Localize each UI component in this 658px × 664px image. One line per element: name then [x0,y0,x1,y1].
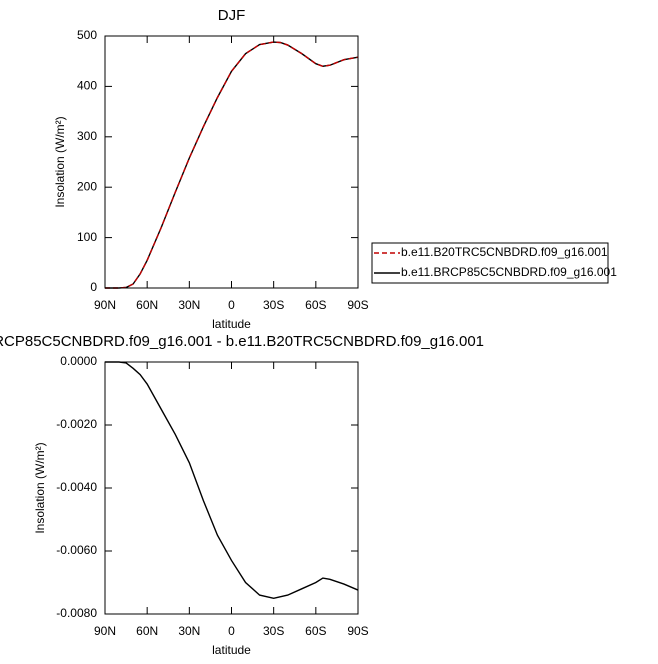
data-line [105,41,359,289]
y-axis-label: Insolation (W/m²) [33,442,47,533]
plot-frame [104,35,359,289]
x-tick-label: 30N [178,624,200,638]
x-tick-label: 30S [263,298,284,312]
y-axis-label: Insolation (W/m²) [53,116,67,207]
x-tick-label: 90S [347,624,368,638]
y-tick-label: -0.0040 [56,480,97,494]
x-tick-label: 60S [305,298,326,312]
chart-title: DJF [218,7,246,24]
x-axis-label: latitude [212,317,251,331]
x-tick-label: 60S [305,624,326,638]
x-axis-label: latitude [212,643,251,657]
x-tick-label: 90N [94,624,116,638]
data-line [105,41,359,289]
y-tick-label: 500 [77,28,97,42]
legend-box [371,242,609,284]
x-tick-label: 0 [228,624,235,638]
y-tick-label: 200 [77,179,97,193]
y-tick-label: 400 [77,79,97,93]
legend-label: b.e11.BRCP85C5CNBDRD.f09_g16.001 [401,265,617,279]
x-tick-label: 30S [263,624,284,638]
y-tick-label: 300 [77,129,97,143]
legend-label: b.e11.B20TRC5CNBDRD.f09_g16.001 [401,245,608,259]
data-line [105,361,359,599]
y-tick-label: 100 [77,230,97,244]
y-tick-label: 0.0000 [60,354,97,368]
x-tick-label: 60N [136,624,158,638]
x-tick-label: 90N [94,298,116,312]
plot-frame [104,361,359,615]
chart-title: .BRCP85C5CNBDRD.f09_g16.001 - b.e11.B20T… [0,333,484,350]
y-tick-label: -0.0080 [56,606,97,620]
y-tick-label: 0 [90,280,97,294]
x-tick-label: 90S [347,298,368,312]
x-tick-label: 30N [178,298,200,312]
x-tick-label: 60N [136,298,158,312]
y-tick-label: -0.0060 [56,543,97,557]
x-tick-label: 0 [228,298,235,312]
y-tick-label: -0.0020 [56,417,97,431]
